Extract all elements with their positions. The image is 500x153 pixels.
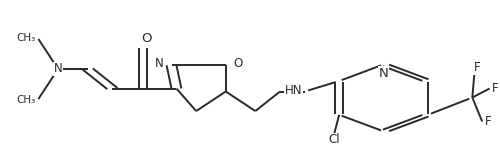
- Text: N: N: [378, 67, 388, 80]
- Text: N: N: [155, 57, 164, 70]
- Text: O: O: [142, 32, 152, 45]
- Text: N: N: [54, 62, 62, 75]
- Text: HN: HN: [284, 84, 302, 97]
- Text: CH₃: CH₃: [16, 95, 36, 105]
- Text: F: F: [492, 82, 499, 95]
- Text: F: F: [485, 115, 492, 128]
- Text: CH₃: CH₃: [16, 33, 36, 43]
- Text: Cl: Cl: [328, 133, 340, 146]
- Text: F: F: [474, 61, 480, 74]
- Text: O: O: [234, 57, 242, 70]
